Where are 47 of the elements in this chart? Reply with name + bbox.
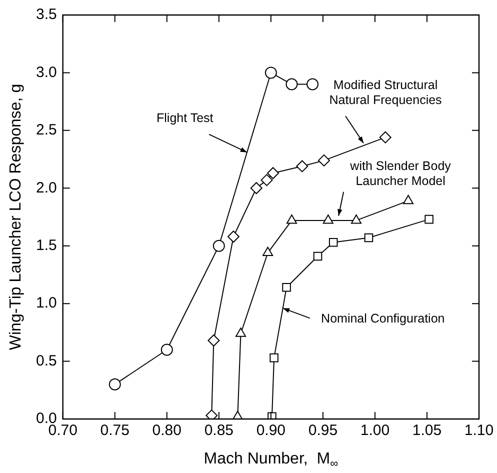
point (350, 214, 362, 224)
x-tick-label: 1.00 (360, 422, 390, 440)
point (402, 194, 414, 204)
point (328, 238, 338, 247)
point (267, 167, 280, 180)
y-tick-label: 3.0 (36, 64, 57, 81)
x-tick-label: 1.05 (412, 422, 442, 440)
x-axis-title: Mach Number, M∞ (204, 450, 338, 470)
y-tick-label: 1.5 (36, 237, 57, 254)
annotation: with Slender Body Launcher Model (349, 158, 452, 188)
point (318, 154, 330, 166)
y-tick-label: 2.0 (36, 179, 57, 196)
point (212, 240, 225, 252)
point (424, 214, 434, 224)
point (282, 283, 291, 292)
point (108, 378, 121, 390)
point (286, 78, 298, 90)
annotation: Modified Structural Natural Frequencies (329, 78, 442, 108)
x-tick-label: 0.80 (152, 422, 182, 440)
y-tick-label: 3.5 (36, 6, 57, 24)
point (306, 78, 319, 90)
point (227, 230, 240, 243)
x-tick-label: 0.95 (308, 422, 338, 440)
point (160, 344, 173, 356)
x-tick-label: 1.10 (464, 422, 494, 440)
point (262, 246, 274, 256)
point (379, 131, 392, 144)
point (260, 174, 273, 186)
annotation: Nominal Configuration (321, 312, 445, 326)
point (235, 328, 246, 337)
y-axis-title: Wing-Tip Launcher LCO Response, g (7, 84, 24, 350)
point (322, 214, 334, 224)
point (286, 214, 297, 224)
y-tick-label: 0.5 (36, 352, 57, 370)
point (208, 334, 220, 347)
x-tick-label: 0.90 (256, 422, 286, 440)
y-tick-label: 2.5 (36, 122, 57, 139)
x-tick-label: 0.75 (100, 422, 130, 440)
point (313, 252, 322, 261)
annotation: Flight Test (156, 110, 214, 125)
y-tick-label: 1.0 (36, 294, 57, 312)
point (250, 182, 262, 194)
point (264, 66, 277, 79)
point (364, 233, 374, 242)
point (296, 160, 308, 172)
x-tick-label: 0.85 (204, 422, 234, 440)
point (270, 353, 278, 362)
